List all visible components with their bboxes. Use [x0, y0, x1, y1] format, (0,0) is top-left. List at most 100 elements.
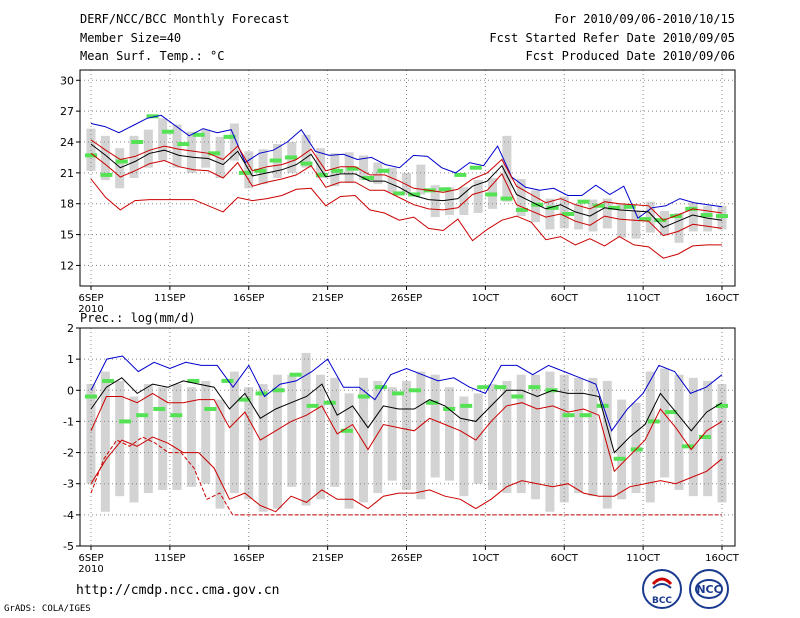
green-marker [608, 205, 621, 210]
green-marker [664, 410, 677, 415]
spread-box [387, 167, 397, 193]
x-tick-label: 6SEP [78, 293, 103, 304]
produced-date: Fcst Produced Date 2010/09/06 [525, 49, 735, 63]
spread-box [115, 380, 125, 497]
series-line-lower [90, 152, 723, 237]
series-line-max [90, 355, 723, 432]
green-marker [269, 158, 282, 163]
green-marker [438, 187, 451, 192]
spread-box [215, 136, 225, 178]
green-marker [208, 151, 221, 156]
plot-frame [79, 69, 736, 287]
spread-box [660, 210, 670, 236]
spread-box [473, 393, 483, 484]
green-marker [494, 385, 507, 390]
spread-box [445, 187, 455, 216]
y-tick-label: 1 [67, 353, 74, 366]
spread-box [545, 198, 555, 230]
green-marker [391, 391, 404, 396]
green-marker [192, 132, 205, 137]
spread-box [445, 387, 455, 481]
y-tick-label: 24 [60, 136, 74, 149]
spread-box [344, 393, 354, 509]
y-tick-label: -2 [63, 447, 74, 460]
green-marker [698, 435, 711, 439]
spread-box [430, 374, 440, 478]
green-marker [119, 419, 132, 424]
x-tick-label: 11OCT [626, 553, 661, 564]
plot-frame [79, 327, 736, 547]
spread-box [674, 212, 684, 243]
green-marker [254, 168, 267, 173]
green-marker [592, 203, 605, 208]
green-marker [238, 397, 251, 402]
green-marker [331, 168, 344, 173]
green-marker [289, 372, 302, 377]
green-marker [377, 168, 390, 173]
spread-box [373, 162, 383, 185]
series-line-mean [90, 377, 723, 454]
green-marker [170, 413, 183, 418]
x-tick-label: 16OCT [705, 293, 740, 304]
green-marker [85, 153, 97, 158]
green-marker [562, 212, 575, 216]
spread-box [244, 387, 254, 500]
spread-box [602, 198, 612, 229]
spread-box [502, 380, 512, 494]
x-tick-label: 1OCT [472, 553, 500, 564]
green-marker [596, 403, 609, 408]
green-marker [323, 400, 336, 405]
spread-box [459, 396, 469, 497]
green-marker [131, 140, 144, 144]
spread-box [402, 380, 411, 490]
footer-url[interactable]: http://cmdp.ncc.cma.gov.cn [76, 583, 280, 598]
spread-box [459, 187, 469, 216]
green-marker [623, 204, 636, 209]
x-tick-label: 1OCT [472, 293, 500, 304]
green-marker [700, 213, 713, 218]
green-marker [115, 159, 128, 164]
x-tick-label: 26SEP [391, 293, 422, 304]
green-marker [346, 166, 359, 171]
y-tick-label: 12 [60, 259, 74, 272]
spread-box [258, 384, 268, 512]
green-marker [577, 199, 590, 204]
green-marker [340, 428, 353, 433]
spread-box [516, 374, 526, 494]
x-tick-label: 2010 [78, 304, 103, 315]
prec-label: Prec.: log(mm/d) [80, 311, 196, 325]
spread-box [215, 399, 225, 509]
spread-box [143, 129, 153, 168]
green-marker [285, 155, 298, 160]
series-line-max [90, 114, 723, 219]
spread-box [588, 377, 598, 497]
footer-credit: GrADS: COLA/IGES [4, 604, 91, 614]
spread-box [358, 155, 368, 181]
green-marker [223, 134, 236, 139]
green-marker [146, 114, 159, 119]
forecast-period: For 2010/09/06-2010/10/15 [554, 12, 735, 26]
start-date: Fcst Started Refer Date 2010/09/05 [489, 31, 735, 45]
spread-box [574, 377, 584, 494]
green-marker [613, 456, 626, 461]
green-marker [460, 403, 473, 408]
x-tick-label: 26SEP [391, 553, 422, 564]
green-marker [477, 385, 490, 390]
green-marker [639, 217, 652, 222]
series-line-min [90, 178, 722, 259]
green-marker [408, 192, 421, 197]
green-marker [681, 444, 694, 449]
green-marker [161, 129, 174, 134]
spread-box [115, 148, 125, 189]
spread-box [645, 371, 655, 503]
green-marker [528, 385, 541, 390]
variable-label: Mean Surf. Temp.: °C [80, 49, 225, 63]
spread-box [574, 203, 584, 230]
spread-box [172, 124, 182, 168]
spread-box [617, 399, 627, 500]
bcc-logo: BCC [642, 569, 682, 609]
spread-box [545, 371, 555, 512]
